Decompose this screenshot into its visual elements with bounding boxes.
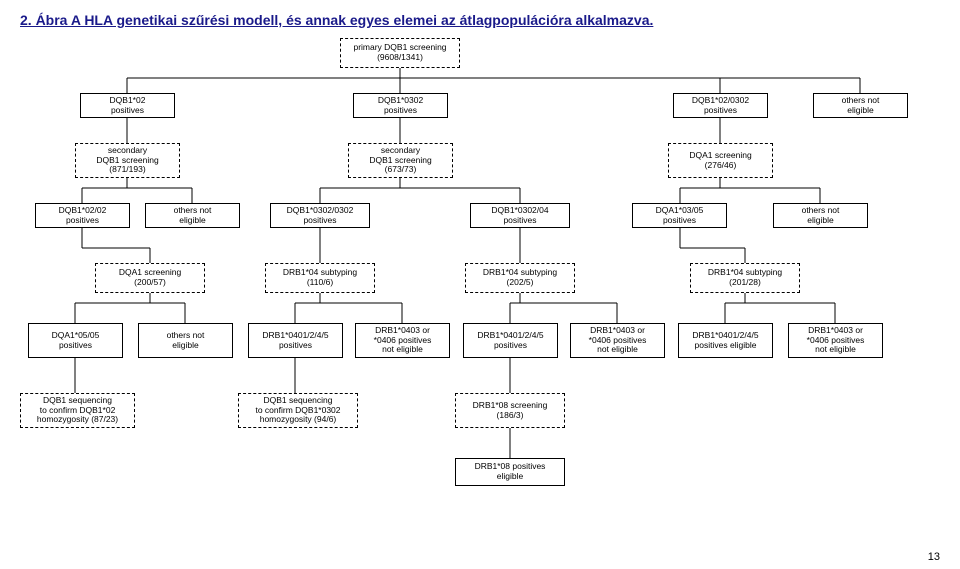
flow-node: DRB1*08 positives eligible — [455, 458, 565, 486]
node-line: positives — [279, 341, 312, 351]
node-line: positives — [494, 341, 527, 351]
flow-node: secondary DQB1 screening (871/193) — [75, 143, 180, 178]
flow-node: DRB1*0401/2/4/5 positives eligible — [678, 323, 773, 358]
node-line: not eligible — [382, 345, 423, 355]
flow-node: DQB1*02/02 positives — [35, 203, 130, 228]
node-line: positives — [66, 216, 99, 226]
page-title: 2. Ábra A HLA genetikai szűrési modell, … — [20, 12, 940, 28]
node-line: eligible — [172, 341, 198, 351]
flow-node: DQA1*05/05 positives — [28, 323, 123, 358]
node-line: (276/46) — [705, 161, 737, 171]
flow-node-root: primary DQB1 screening (9608/1341) — [340, 38, 460, 68]
flow-node: DRB1*0401/2/4/5 positives — [248, 323, 343, 358]
node-line: homozygosity (87/23) — [37, 415, 118, 425]
flow-node: DRB1*08 screening (186/3) — [455, 393, 565, 428]
node-line: homozygosity (94/6) — [260, 415, 337, 425]
flow-node: DQB1 sequencing to confirm DQB1*0302 hom… — [238, 393, 358, 428]
flowchart: primary DQB1 screening (9608/1341) DQB1*… — [20, 38, 940, 548]
flow-node: DRB1*04 subtyping (110/6) — [265, 263, 375, 293]
flow-node: others not eligible — [813, 93, 908, 118]
node-line: (871/193) — [109, 165, 145, 175]
flow-node: DQB1*0302/04 positives — [470, 203, 570, 228]
flow-node: others not eligible — [145, 203, 240, 228]
page-number: 13 — [928, 551, 940, 563]
flow-node: secondary DQB1 screening (673/73) — [348, 143, 453, 178]
flow-node: DQA1 screening (276/46) — [668, 143, 773, 178]
node-line: positives — [704, 106, 737, 116]
flow-node: DRB1*0403 or *0406 positives not eligibl… — [570, 323, 665, 358]
flow-node: others not eligible — [138, 323, 233, 358]
flow-node: DRB1*0403 or *0406 positives not eligibl… — [788, 323, 883, 358]
flow-node: others not eligible — [773, 203, 868, 228]
node-line: (186/3) — [497, 411, 524, 421]
node-line: not eligible — [815, 345, 856, 355]
flow-node: DRB1*04 subtyping (202/5) — [465, 263, 575, 293]
flow-node: DQB1*02 positives — [80, 93, 175, 118]
flow-node: DQA1*03/05 positives — [632, 203, 727, 228]
flow-node: DRB1*0401/2/4/5 positives — [463, 323, 558, 358]
node-line: positives — [384, 106, 417, 116]
node-line: eligible — [497, 472, 523, 482]
node-line: (673/73) — [385, 165, 417, 175]
node-line: (110/6) — [307, 278, 333, 288]
node-line: eligible — [807, 216, 833, 226]
node-line: positives — [663, 216, 696, 226]
node-line: eligible — [179, 216, 205, 226]
node-line: not eligible — [597, 345, 638, 355]
flow-node: DQB1*02/0302 positives — [673, 93, 768, 118]
flow-node: DRB1*04 subtyping (201/28) — [690, 263, 800, 293]
node-line: positives — [503, 216, 536, 226]
node-line: (200/57) — [134, 278, 166, 288]
flow-node: DQB1 sequencing to confirm DQB1*02 homoz… — [20, 393, 135, 428]
node-line: positives eligible — [695, 341, 757, 351]
flow-node: DQA1 screening (200/57) — [95, 263, 205, 293]
node-line: (9608/1341) — [377, 53, 423, 63]
node-line: eligible — [847, 106, 873, 116]
node-line: positives — [303, 216, 336, 226]
flow-node: DRB1*0403 or *0406 positives not eligibl… — [355, 323, 450, 358]
node-line: (202/5) — [507, 278, 534, 288]
node-line: positives — [111, 106, 144, 116]
flow-node: DQB1*0302/0302 positives — [270, 203, 370, 228]
node-line: positives — [59, 341, 92, 351]
node-line: (201/28) — [729, 278, 761, 288]
flow-node: DQB1*0302 positives — [353, 93, 448, 118]
